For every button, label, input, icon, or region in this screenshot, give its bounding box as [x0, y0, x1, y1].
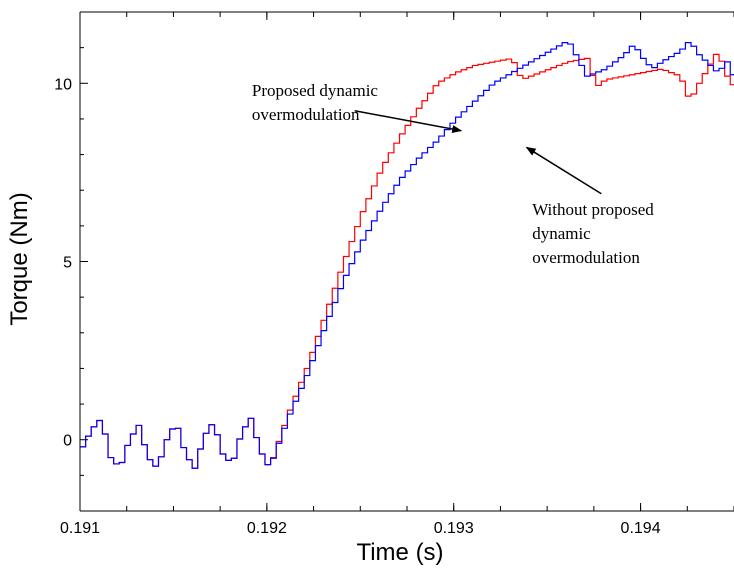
- series-layer: [80, 42, 734, 469]
- x-tick-label: 0.194: [621, 520, 661, 537]
- annotation-text: overmodulation: [252, 105, 360, 124]
- y-tick-label: 10: [54, 76, 72, 93]
- x-ticks-layer: 0.191 0.192 0.193 0.194: [60, 12, 661, 537]
- annotation-text: Without proposed: [532, 200, 654, 219]
- annotation-text: overmodulation: [532, 248, 640, 267]
- y-tick-label: 5: [63, 255, 72, 272]
- y-axis-label: Torque (Nm): [6, 192, 33, 325]
- annotation-arrow: [525, 146, 602, 195]
- annotation-arrow: [354, 109, 463, 133]
- annotation-text: dynamic: [532, 224, 591, 243]
- annotation-1: Without proposed dynamic overmodulation: [525, 146, 654, 267]
- x-tick-label: 0.191: [60, 520, 100, 537]
- y-ticks-layer: 0 5 10: [54, 47, 88, 476]
- x-tick-label: 0.192: [247, 520, 287, 537]
- y-tick-label: 0: [63, 433, 72, 450]
- annotation-text: Proposed dynamic: [252, 81, 379, 100]
- annotation-0: Proposed dynamic overmodulation: [252, 81, 463, 133]
- x-axis-label: Time (s): [356, 539, 443, 566]
- x-tick-label: 0.193: [434, 520, 474, 537]
- series-line-1: [80, 42, 734, 469]
